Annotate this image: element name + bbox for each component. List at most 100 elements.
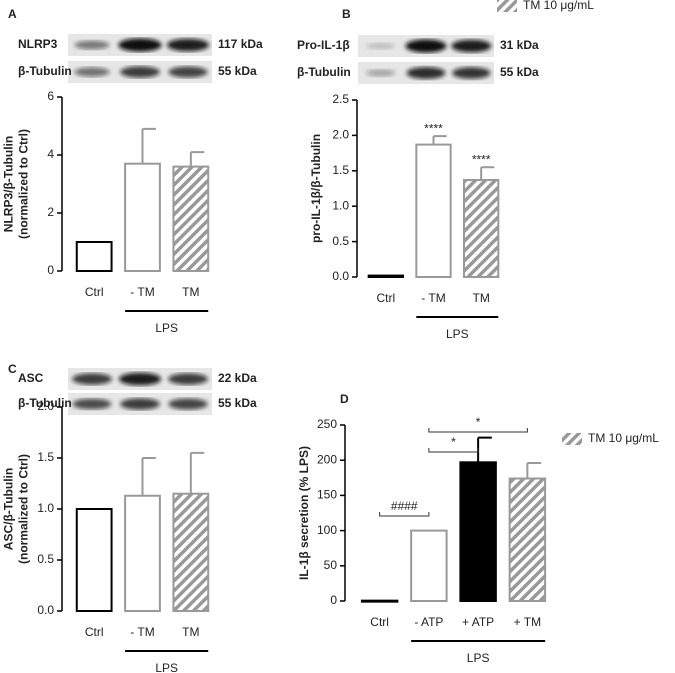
y-tick-label: 0: [330, 593, 337, 607]
blot-band: [72, 373, 112, 385]
blot-band: [168, 66, 208, 78]
blot-band: [405, 39, 447, 53]
significance: *: [476, 415, 481, 429]
panel-b: B Pro-IL-1β 31 kDa β-Tubulin 55 kDa 0.0 0.5 1.0…: [297, 0, 594, 341]
bar: [415, 143, 452, 278]
bar: [75, 508, 113, 612]
y-tick-label: 150: [317, 488, 337, 502]
bracket: [428, 448, 479, 453]
blot-band: [365, 69, 396, 77]
x-tick-label: Ctrl: [85, 285, 104, 299]
bar: [124, 494, 161, 612]
y-tick-label: 0.0: [332, 269, 349, 283]
panel-letter: A: [8, 7, 17, 21]
bar: [459, 461, 497, 603]
y-tick-label: 0.5: [332, 234, 349, 248]
blot-band: [168, 373, 208, 385]
x-tick-label: Ctrl: [370, 615, 389, 629]
blot-band: [366, 42, 395, 50]
error-bar: [432, 135, 447, 145]
bar: [124, 162, 161, 272]
blot-label: β-Tubulin: [18, 64, 72, 78]
y-tick-label: 100: [317, 523, 337, 537]
y-tick-label: 0.5: [37, 552, 54, 566]
bar: [75, 241, 113, 272]
blot-band: [406, 67, 446, 79]
legend-label: TM 10 μg/mL: [588, 431, 659, 445]
x-tick-label: TM: [182, 625, 199, 639]
bracket: [379, 512, 430, 517]
error-bar: [477, 436, 492, 463]
y-axis-label: IL-1β secretion (% LPS): [297, 446, 311, 580]
significance: ****: [472, 152, 491, 166]
bar: [172, 165, 210, 273]
x-tick-label: TM: [182, 285, 199, 299]
group-label: LPS: [155, 661, 178, 673]
y-tick-label: 4: [47, 147, 54, 161]
x-tick-label: - TM: [421, 291, 445, 305]
blot-kda: 55 kDa: [500, 65, 539, 79]
legend-swatch: [562, 433, 582, 445]
error-bar: [189, 451, 205, 494]
y-tick-label: 2.0: [37, 399, 54, 413]
y-tick-label: 2.0: [332, 128, 349, 142]
bracket: [428, 428, 528, 433]
group-label: LPS: [446, 327, 469, 341]
bar: [367, 274, 404, 279]
bar: [463, 179, 500, 278]
panel-d: D 0 50 100 150 200 250 IL-1β secretion (% LPS) C…: [297, 392, 659, 665]
blot-band: [74, 67, 110, 77]
y-axis-label: ASC/β-Tubulin: [2, 468, 16, 550]
group-label: LPS: [155, 321, 178, 335]
x-tick-label: - ATP: [414, 615, 443, 629]
blot-kda: 117 kDa: [218, 37, 263, 51]
blot-band: [452, 67, 491, 79]
blot-band: [451, 39, 492, 53]
blot-band: [120, 66, 160, 78]
bar: [410, 529, 448, 602]
blot-label: ASC: [18, 371, 44, 385]
y-tick-label: 1.0: [37, 501, 54, 515]
x-tick-label: - TM: [130, 625, 154, 639]
y-tick-label: 2.5: [332, 92, 349, 106]
panel-a: A NLRP3 117 kDa β-Tubulin 55 kDa 0 2 4 6 NLRP3/β-…: [2, 7, 263, 335]
blot-label: Pro-IL-1β: [297, 38, 350, 52]
x-tick-label: Ctrl: [376, 291, 395, 305]
y-tick-label: 1.5: [37, 450, 54, 464]
error-bar: [141, 457, 156, 496]
blot-kda: 55 kDa: [218, 64, 257, 78]
blot-band: [168, 398, 208, 410]
error-bar: [480, 166, 495, 181]
y-axis-label: (normalized to Ctrl): [17, 129, 31, 239]
blot-band: [118, 372, 162, 386]
error-bar: [526, 462, 542, 479]
group-label: LPS: [467, 651, 490, 665]
legend-label: TM 10 μg/mL: [523, 0, 594, 12]
x-tick-label: TM: [473, 291, 490, 305]
blot-kda: 22 kDa: [218, 371, 257, 385]
significance: ####: [391, 499, 418, 513]
y-axis-label: NLRP3/β-Tubulin: [2, 136, 16, 232]
y-tick-label: 50: [324, 558, 338, 572]
error-bar: [141, 127, 156, 164]
y-tick-label: 0.0: [37, 603, 54, 617]
blot-band: [166, 38, 210, 52]
significance: *: [451, 435, 456, 449]
x-tick-label: + TM: [514, 615, 541, 629]
y-tick-label: 250: [317, 417, 337, 431]
panel-letter: C: [8, 362, 17, 376]
legend-swatch: [497, 0, 517, 12]
panel-letter: B: [342, 7, 351, 21]
blot-band: [120, 398, 160, 410]
y-tick-label: 1.5: [332, 163, 349, 177]
x-tick-label: Ctrl: [85, 625, 104, 639]
blot-band: [74, 40, 110, 50]
blot-band: [72, 398, 112, 410]
blot-kda: 55 kDa: [218, 396, 257, 410]
error-bar: [189, 151, 205, 167]
bar: [508, 477, 547, 602]
blot-band: [118, 38, 162, 52]
blot-kda: 31 kDa: [500, 38, 539, 52]
significance: ****: [424, 121, 443, 135]
